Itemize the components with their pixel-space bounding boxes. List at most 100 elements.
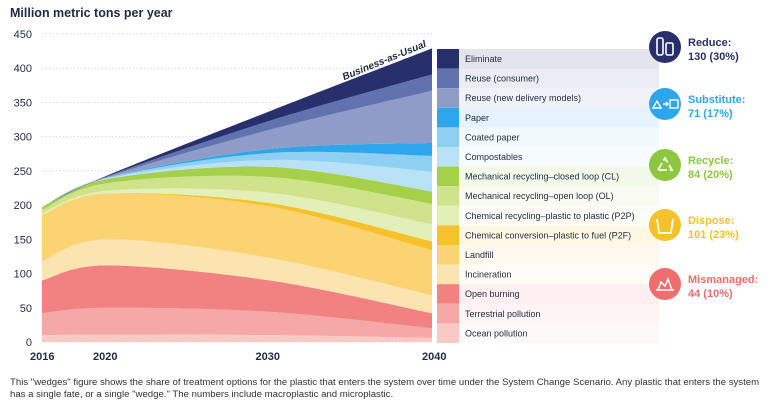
legend-row-bg — [459, 225, 659, 245]
x-axis: 2016 2020 2030 2040 — [30, 351, 446, 363]
y-tick-label: 250 — [14, 166, 32, 178]
arrow-icon — [663, 101, 669, 107]
triangle-icon — [651, 99, 663, 109]
legend-swatch — [437, 166, 459, 187]
group-label: Reduce: — [688, 37, 731, 49]
group-value: 130 (30%) — [688, 51, 739, 63]
legend-label: Ocean pollution — [465, 328, 528, 338]
legend-swatch — [437, 68, 459, 89]
legend-label: Open burning — [465, 289, 520, 299]
legend-label: Landfill — [465, 250, 494, 260]
x-tick-label: 2016 — [30, 351, 54, 363]
x-tick-label: 2030 — [256, 351, 280, 363]
legend-label: Eliminate — [465, 54, 502, 64]
legend-label: Mechanical recycling–closed loop (CL) — [465, 172, 619, 182]
group-label: Dispose: — [688, 215, 734, 227]
area-terrestrial-pollution — [42, 307, 432, 338]
chart-title: Million metric tons per year — [10, 6, 173, 20]
legend-swatch — [437, 225, 459, 245]
group-label: Mismanaged: — [688, 274, 758, 286]
legend-label: Paper — [465, 113, 489, 123]
legend-label: Incineration — [465, 270, 512, 280]
legend-row-bg — [459, 147, 659, 167]
y-tick-label: 150 — [14, 234, 32, 246]
legend-row-bg — [459, 127, 659, 147]
y-tick-label: 100 — [14, 269, 32, 281]
area-paper — [42, 142, 432, 208]
legend-row-bg — [459, 284, 659, 304]
legend-row-bg — [459, 186, 659, 206]
group-label: Substitute: — [688, 94, 745, 106]
y-tick-label: 400 — [14, 63, 32, 75]
legend-swatch — [437, 147, 459, 167]
area-incineration — [42, 239, 432, 314]
area-chemical-conversion-plastic-to-fuel-p2f — [42, 192, 432, 251]
legend-swatch — [437, 88, 459, 108]
area-mechanical-recycling-closed-loop-cl — [42, 166, 432, 210]
group-summary: Reduce: 130 (30%) Substitute: 71 (17%) Recyc… — [649, 31, 758, 300]
y-tick-label: 450 — [14, 29, 32, 41]
bottle-icon — [665, 42, 674, 56]
legend: Eliminate Reuse (consumer) Reuse (new deli… — [437, 49, 659, 343]
group-value: 44 (10%) — [688, 288, 733, 300]
legend-label: Compostables — [465, 152, 523, 162]
y-tick-label: 300 — [14, 132, 32, 144]
legend-row-bg — [459, 264, 659, 285]
legend-swatch — [437, 107, 459, 128]
legend-swatch — [437, 49, 459, 69]
legend-swatch — [437, 127, 459, 147]
y-tick-label: 350 — [14, 97, 32, 109]
legend-swatch — [437, 245, 459, 265]
reduce-icon — [649, 31, 681, 63]
bottle-icon — [656, 37, 664, 56]
group-value: 84 (20%) — [688, 169, 733, 181]
area-landfill — [42, 193, 432, 296]
area-chemical-recycling-plastic-to-plastic-p2p — [42, 188, 432, 242]
legend-swatch — [437, 186, 459, 206]
legend-label: Coated paper — [465, 132, 520, 142]
square-icon — [669, 99, 679, 109]
legend-swatch — [437, 264, 459, 285]
legend-swatch — [437, 303, 459, 324]
recycle-icon — [649, 149, 681, 181]
pollution-icon — [656, 276, 674, 291]
legend-row-bg — [459, 205, 659, 226]
legend-row-bg — [459, 245, 659, 265]
group-value: 101 (23%) — [688, 229, 739, 241]
y-tick-label: 200 — [14, 200, 32, 212]
legend-swatch — [437, 205, 459, 226]
legend-label: Chemical conversion–plastic to fuel (P2F… — [465, 230, 631, 240]
recycle-arrows-icon — [656, 156, 674, 171]
area-reuse-new-delivery-models — [42, 90, 432, 208]
legend-label: Reuse (consumer) — [465, 74, 539, 84]
legend-label: Chemical recycling–plastic to plastic (P… — [465, 211, 635, 221]
area-series — [42, 48, 432, 342]
x-tick-label: 2040 — [422, 351, 446, 363]
legend-row-bg — [459, 49, 659, 69]
area-open-burning — [42, 265, 432, 329]
mismanaged-icon — [649, 268, 681, 300]
area-compostables — [42, 159, 432, 208]
legend-swatch — [437, 323, 459, 343]
group-value: 71 (17%) — [688, 108, 733, 120]
y-tick-label: 0 — [26, 337, 32, 349]
dispose-icon — [649, 209, 681, 241]
bin-icon — [656, 218, 674, 234]
legend-row-bg — [459, 166, 659, 187]
legend-label: Mechanical recycling–open loop (OL) — [465, 191, 614, 201]
group-label: Recycle: — [688, 155, 733, 167]
area-coated-paper — [42, 151, 432, 208]
legend-row-bg — [459, 68, 659, 89]
figure-caption: This "wedges" figure shows the share of … — [10, 377, 760, 400]
area-ocean-pollution — [42, 334, 432, 342]
legend-row-bg — [459, 303, 659, 324]
y-axis: 0 50 100 150 200 250 300 350 400 450 — [14, 29, 32, 349]
legend-label: Terrestrial pollution — [465, 309, 541, 319]
y-tick-label: 50 — [20, 303, 32, 315]
legend-row-bg — [459, 323, 659, 343]
legend-row-bg — [459, 107, 659, 128]
legend-row-bg — [459, 88, 659, 108]
area-reuse-consumer — [42, 74, 432, 208]
legend-swatch — [437, 284, 459, 304]
